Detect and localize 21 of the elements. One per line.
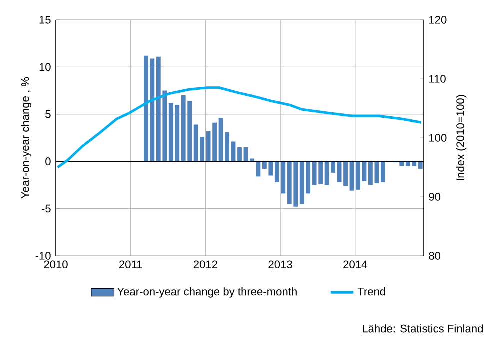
y2-tick-label: 80 xyxy=(429,252,441,260)
y-tick-label: 15 xyxy=(40,16,51,24)
x-tick-label: 2014 xyxy=(344,260,368,269)
x-tick-label: 2013 xyxy=(268,260,292,269)
x-tick-label: 2010 xyxy=(44,260,68,269)
y-tick-label: 0 xyxy=(46,158,51,166)
y2-tick-label: 100 xyxy=(430,134,447,142)
x-tick-label: 2011 xyxy=(120,260,142,269)
y2-axis-title: Index (2010=100) xyxy=(456,95,467,180)
y-tick-label: 10 xyxy=(40,63,51,72)
y-axis-title: Year-on-year change , % xyxy=(21,77,32,199)
y2-tick-label: 90 xyxy=(429,193,441,201)
y2-tick-label: 120 xyxy=(430,16,447,24)
text: Lähde: Statistics Finland xyxy=(363,324,483,333)
x-tick-label: 2012 xyxy=(194,260,218,269)
y2-tick-label: 110 xyxy=(430,75,446,83)
legend-label: Year-on-year change by three-month xyxy=(117,288,297,298)
y-tick-label: 5 xyxy=(46,110,51,118)
y-tick-label: -5 xyxy=(42,204,51,213)
legend-label: Trend xyxy=(358,288,386,296)
y-tick-label: -10 xyxy=(36,252,51,260)
